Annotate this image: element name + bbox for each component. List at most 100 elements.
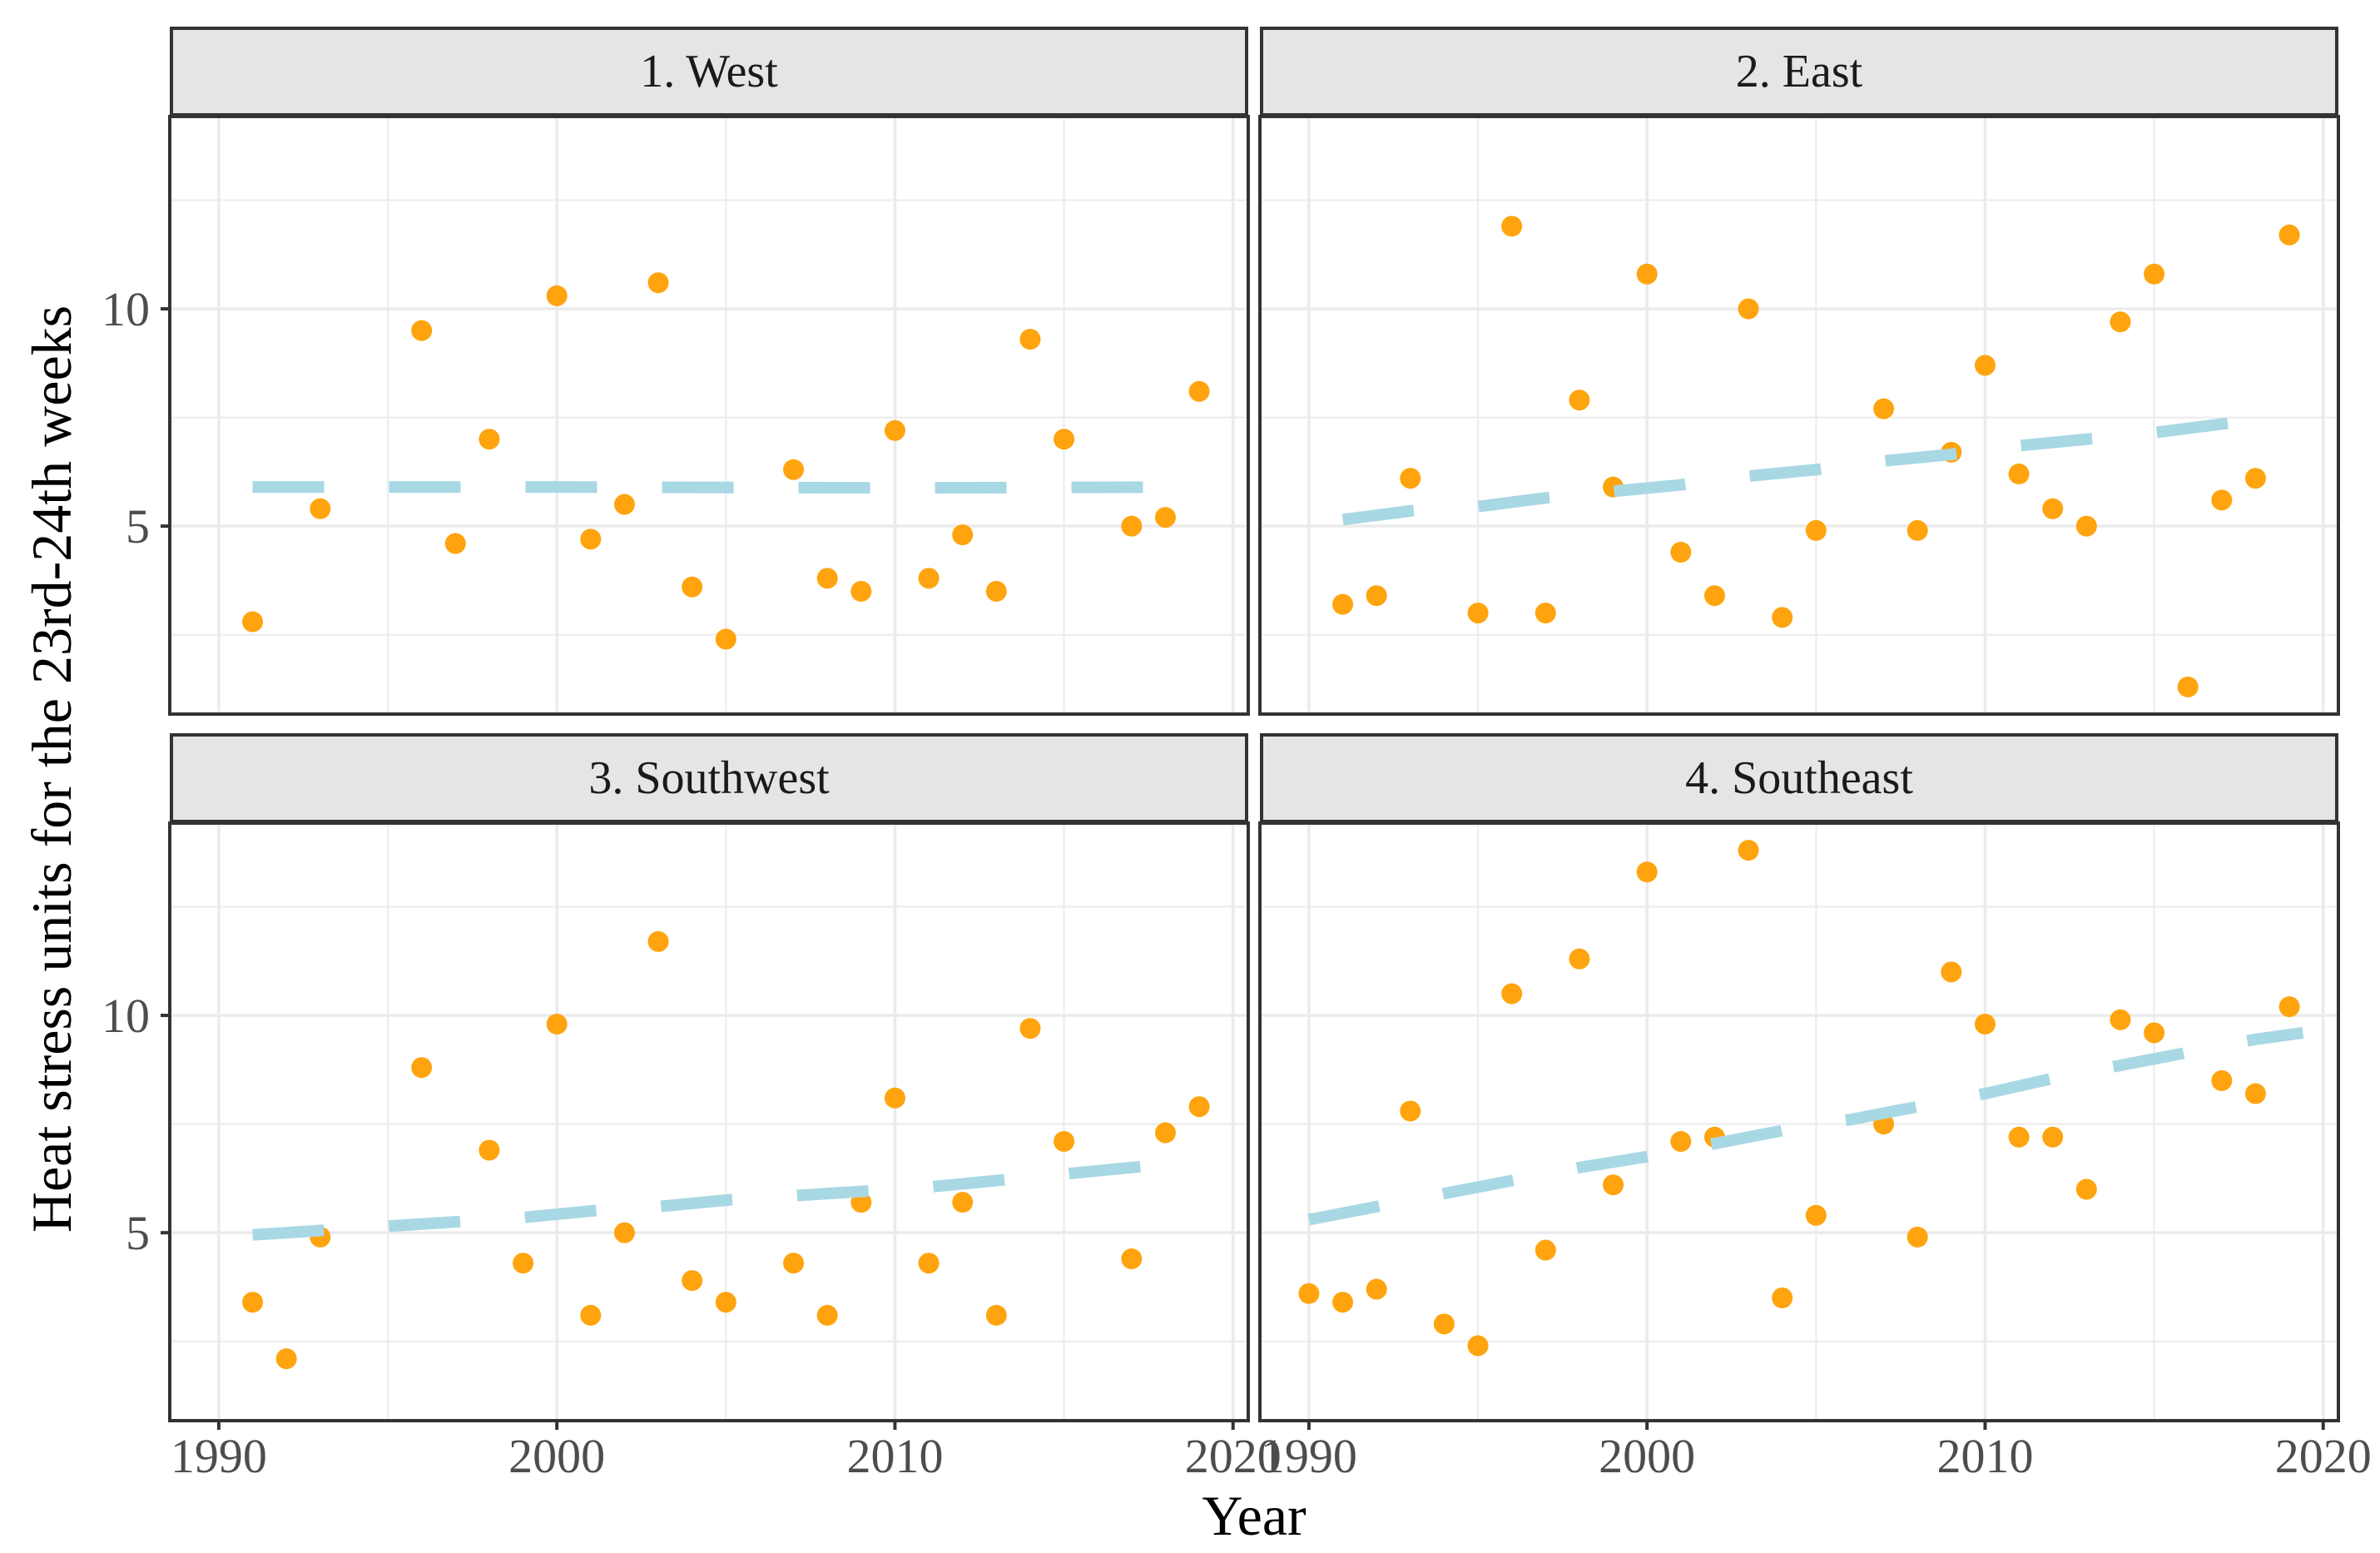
data-point [850, 580, 872, 602]
data-point [1467, 603, 1489, 624]
x-tick-label: 2000 [508, 1429, 605, 1483]
data-point [1772, 1287, 1793, 1308]
data-point [2075, 515, 2097, 537]
facet-strip-east: 2. East [1260, 27, 2338, 117]
x-tick-label: 1990 [171, 1429, 267, 1483]
panel-border [168, 821, 1250, 1422]
y-tick-label: 5 [126, 499, 150, 553]
data-point [1535, 603, 1556, 624]
data-point [1906, 1226, 1928, 1248]
data-point [715, 1292, 736, 1313]
data-point [580, 1304, 602, 1326]
data-point [1670, 541, 1692, 563]
data-point [2110, 1009, 2131, 1030]
data-point [1400, 1100, 1421, 1122]
facet-southeast: 4. Southeast 1990 2000 2010 2020 [1258, 733, 2372, 1483]
data-point [2177, 676, 2199, 697]
x-tick-label: 2020 [1185, 1429, 1282, 1483]
data-point [783, 1253, 805, 1274]
data-point [1366, 1278, 1387, 1300]
data-point [1154, 1122, 1176, 1144]
data-point [242, 1292, 264, 1313]
y-tick-label: 10 [102, 989, 150, 1043]
data-point [242, 611, 264, 633]
facet-panel-east [1258, 115, 2340, 716]
facet-east: 2. East [1258, 27, 2340, 716]
panel-background [1260, 823, 2338, 1421]
data-point [1974, 1014, 1996, 1035]
data-point [884, 1087, 905, 1109]
x-tick-label: 2020 [2275, 1429, 2372, 1483]
data-point [1636, 263, 1658, 285]
data-point [1636, 861, 1658, 883]
data-point [1974, 355, 1996, 376]
data-point [2008, 1126, 2030, 1148]
data-point [2211, 1069, 2233, 1091]
y-axis-title: Heat stress units for the 23rd-24th week… [20, 305, 83, 1233]
data-point [918, 568, 940, 589]
data-point [1054, 429, 1075, 450]
x-axis-title: Year [1202, 1484, 1307, 1547]
data-point [1332, 1292, 1354, 1313]
data-point [918, 1253, 940, 1274]
data-point [1121, 1248, 1143, 1269]
facet-southwest: 3. Southwest 1990 2000 2010 2020 5 10 [102, 733, 1282, 1483]
data-point [1805, 519, 1827, 541]
data-point [1569, 948, 1590, 970]
trend-line [1307, 1027, 2304, 1226]
data-point [1738, 298, 1759, 320]
data-point [1019, 329, 1041, 350]
panel-border [1258, 115, 2340, 716]
facet-strip-southeast: 4. Southeast [1260, 733, 2338, 823]
data-point [1467, 1335, 1489, 1357]
data-point [1501, 983, 1523, 1005]
x-tick-label: 2010 [846, 1429, 943, 1483]
data-point [2144, 1022, 2165, 1044]
facet-panel-southwest: 1990 2000 2010 2020 5 10 [102, 821, 1282, 1483]
data-point [884, 419, 905, 441]
data-point [2244, 1083, 2266, 1104]
data-point [2278, 224, 2300, 246]
panel-border [1258, 821, 2340, 1422]
facet-strip-southwest: 3. Southwest [170, 733, 1248, 823]
data-point [1703, 585, 1725, 607]
data-point [613, 1222, 635, 1243]
data-point [1738, 840, 1759, 861]
data-point [444, 533, 466, 554]
data-point [478, 429, 500, 450]
y-tick-label: 10 [102, 282, 150, 336]
panel-background [170, 823, 1248, 1421]
x-tick-label: 1990 [1261, 1429, 1357, 1483]
facet-strip-west: 1. West [170, 27, 1248, 117]
data-point [1298, 1283, 1320, 1304]
facet-west: 1. West 5 10 [102, 27, 1250, 716]
data-point [1054, 1130, 1075, 1152]
trend-line [252, 481, 1200, 494]
data-point [715, 628, 736, 650]
data-point [1805, 1204, 1827, 1226]
data-point [1941, 961, 1962, 983]
data-point [783, 459, 805, 480]
facet-panel-southeast: 1990 2000 2010 2020 [1258, 821, 2372, 1483]
data-point [1569, 389, 1590, 411]
data-point [613, 494, 635, 515]
facet-panel-west: 5 10 [102, 115, 1250, 716]
data-point [1154, 507, 1176, 528]
facet-strip-label: 2. East [1735, 46, 1863, 97]
data-point [1019, 1018, 1041, 1039]
panel-border [168, 115, 1250, 716]
data-point [411, 1057, 433, 1079]
data-point [816, 568, 838, 589]
trend-line [1341, 411, 2290, 526]
y-tick-label: 5 [126, 1206, 150, 1260]
data-point [952, 1192, 974, 1213]
data-point [1535, 1239, 1556, 1261]
data-point [816, 1304, 838, 1326]
data-point [478, 1139, 500, 1161]
data-point [1873, 398, 1895, 419]
data-point [1603, 1174, 1624, 1196]
data-point [2244, 468, 2266, 489]
x-tick-label: 2010 [1936, 1429, 2033, 1483]
data-point [1772, 607, 1793, 628]
